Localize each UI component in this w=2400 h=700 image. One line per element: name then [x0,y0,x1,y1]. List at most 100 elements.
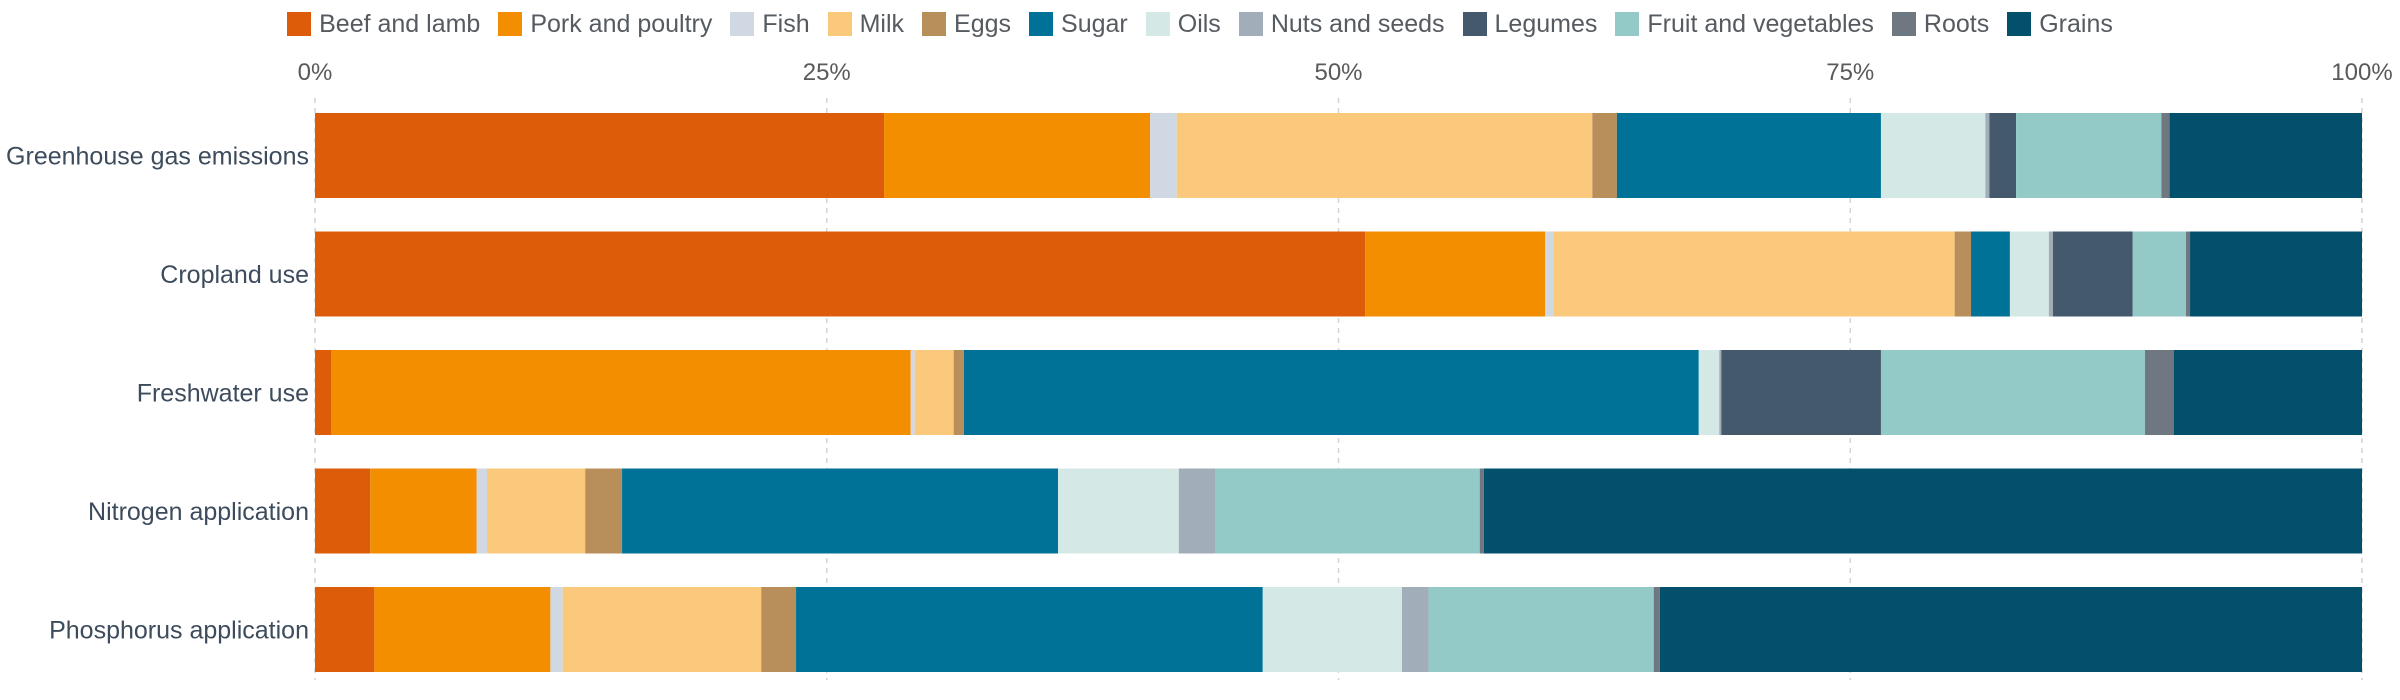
bar-segment [2190,231,2362,317]
bar-segment [315,587,375,672]
bar-segment [1262,587,1402,672]
legend-label: Pork and poultry [530,9,713,38]
legend-item[interactable]: Oils [1145,9,1221,39]
legend-swatch [1238,12,1263,36]
legend-label: Fruit and vegetables [1647,9,1874,38]
bar-segment [2161,113,2170,198]
bar-segment [1971,231,2010,317]
x-tick-label: 100% [2331,59,2392,86]
category-label: Nitrogen application [88,498,309,526]
legend-label: Beef and lamb [319,9,481,38]
category-label: Phosphorus application [49,617,309,645]
bar-segment [2173,350,2362,435]
legend-swatch [922,12,947,36]
x-tick-label: 50% [1314,59,1362,86]
legend-item[interactable]: Legumes [1462,9,1598,39]
bar-segment [1592,113,1617,198]
bar-segment [1721,350,1881,435]
bar-segment [315,350,332,435]
bar-segment [1616,113,1881,198]
bar-segment [1483,468,2362,554]
legend-item[interactable]: Fruit and vegetables [1615,10,1874,39]
category-label: Cropland use [160,261,309,289]
legend-item[interactable]: Sugar [1029,10,1128,39]
legend-item[interactable]: Milk [827,9,905,39]
bar-segment [910,350,915,435]
bar-segment [1698,350,1720,435]
chart-legend: Beef and lamb Pork and poultry Fish Milk Egg… [0,6,2400,42]
bar-segment [1989,113,2017,198]
bar-segment [622,468,1059,554]
legend-swatch [287,12,312,36]
x-tick-label: 0% [298,59,333,86]
legend-item[interactable]: Beef and lamb [287,10,480,39]
bar-segment [1954,231,1972,317]
legend-label: Oils [1177,9,1221,38]
bar-segment [1985,113,1990,198]
legend-item[interactable]: Eggs [922,10,1011,39]
legend-label: Grains [2039,9,2113,38]
bar-segment [315,231,1366,317]
bar-segment [2009,231,2049,317]
legend-swatch [730,12,755,36]
legend-swatch [498,12,523,36]
bar-segment [884,113,1151,198]
bar-segment [2052,231,2133,317]
bar-segment [1880,113,1986,198]
bar-segment [1401,587,1429,672]
bar-segment [1659,587,2362,672]
bar-segment [1880,350,2146,435]
legend-swatch [1891,12,1916,36]
bar-segment [2145,350,2174,435]
legend-label: Eggs [954,9,1012,38]
legend-item[interactable]: Roots [1891,9,1990,39]
bar-segment [550,587,563,672]
legend-label: Legumes [1494,9,1598,38]
bar-segment [1719,350,1722,435]
bar-segment [1553,231,1955,317]
x-tick-label: 75% [1826,59,1874,86]
bar-segment [486,468,586,554]
x-tick-label: 25% [803,59,851,86]
bar-segment [2169,113,2362,198]
bar-segment [953,350,964,435]
bar-segment [1479,468,1484,554]
bar-segment [476,468,487,554]
legend-label: Roots [1923,9,1990,38]
legend-item[interactable]: Nuts and seeds [1238,9,1445,39]
legend-label: Milk [859,9,905,38]
bar-segment [1428,587,1654,672]
legend-swatch [827,12,852,36]
bar-segment [761,587,797,672]
bar-segment [315,468,371,554]
bar-segment [315,113,885,198]
legend-swatch [1145,12,1170,36]
bar-segment [796,587,1263,672]
bar-segment [2185,231,2191,317]
bar-segment [1150,113,1177,198]
legend-swatch [1462,12,1487,36]
bar-segment [1653,587,1660,672]
bar-segment [370,468,477,554]
bar-segment [2016,113,2162,198]
bar-segment [562,587,762,672]
bar-segment [331,350,911,435]
legend-swatch [1615,12,1640,36]
legend-item[interactable]: Pork and poultry [498,10,712,39]
legend-item[interactable]: Fish [730,10,810,39]
legend-item[interactable]: Grains [2007,10,2113,39]
bar-segment [963,350,1699,435]
category-label: Greenhouse gas emissions [6,143,309,171]
bar-segment [585,468,623,554]
bar-segment [1058,468,1179,554]
bar-segment [1545,231,1554,317]
legend-swatch [2007,12,2032,36]
legend-label: Nuts and seeds [1270,9,1445,38]
legend-label: Sugar [1061,9,1128,38]
legend-swatch [1029,12,1054,36]
bar-segment [1215,468,1480,554]
bar-segment [374,587,551,672]
bar-segment [1178,468,1216,554]
bar-segment [1365,231,1546,317]
